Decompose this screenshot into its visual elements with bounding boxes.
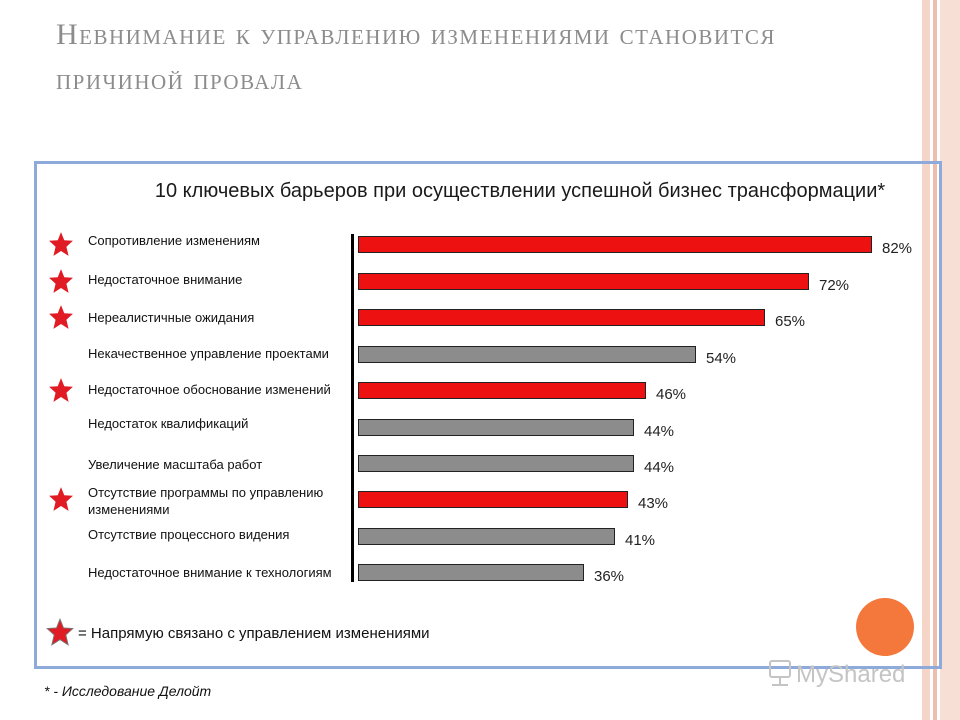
value-label: 82% (882, 240, 913, 257)
category-label: Отсутствие процессного видения (88, 527, 290, 542)
chart-title: 10 ключевых барьеров при осуществлении у… (154, 180, 886, 202)
bar (358, 491, 628, 508)
bar (358, 419, 634, 436)
category-label: Некачественное управление проектами (88, 346, 329, 361)
value-label: 54% (706, 350, 737, 367)
legend-label: = Напрямую связано с управлением изменен… (78, 625, 430, 642)
bar (358, 528, 615, 545)
bar (358, 455, 634, 472)
bar (358, 346, 696, 363)
bar (358, 309, 765, 326)
decor-stripe-2 (933, 0, 937, 720)
bar (358, 564, 584, 581)
category-label: Сопротивление изменениям (88, 233, 260, 248)
value-label: 46% (656, 386, 687, 403)
category-label: Недостаточное внимание (88, 272, 243, 287)
bar (358, 236, 872, 253)
value-label: 65% (775, 313, 806, 330)
star-icon (49, 487, 73, 511)
category-label: Нереалистичные ожидания (88, 310, 255, 325)
bar (358, 273, 809, 290)
star-icon (49, 232, 73, 256)
slide-title: Невнимание к управлению изменениями стан… (56, 18, 776, 96)
category-label: Недостаток квалификаций (88, 416, 249, 431)
decor-stripe-3 (940, 0, 960, 720)
bar (358, 382, 646, 399)
star-icon (49, 269, 73, 293)
y-axis-line (351, 234, 354, 582)
category-label: Отсутствие программы по управлению измен… (88, 485, 324, 517)
category-label: Увеличение масштаба работ (88, 457, 263, 472)
category-label: Недостаточное обоснование изменений (88, 382, 331, 397)
star-icon (49, 378, 73, 402)
value-label: 72% (819, 277, 850, 294)
value-label: 44% (644, 459, 675, 476)
value-label: 41% (625, 532, 656, 549)
value-label: 43% (638, 495, 669, 512)
value-label: 36% (594, 568, 625, 585)
value-label: 44% (644, 423, 675, 440)
footnote: * - Исследование Делойт (44, 683, 212, 699)
star-icon (49, 305, 73, 329)
chart-panel (34, 161, 942, 669)
legend-star-icon (46, 618, 74, 646)
accent-circle (856, 598, 914, 656)
decor-stripe-1 (922, 0, 930, 720)
watermark-text: MyShared (796, 661, 905, 688)
watermark-logo: MyShared (769, 660, 905, 688)
category-label: Недостаточное внимание к технологиям (88, 565, 332, 580)
